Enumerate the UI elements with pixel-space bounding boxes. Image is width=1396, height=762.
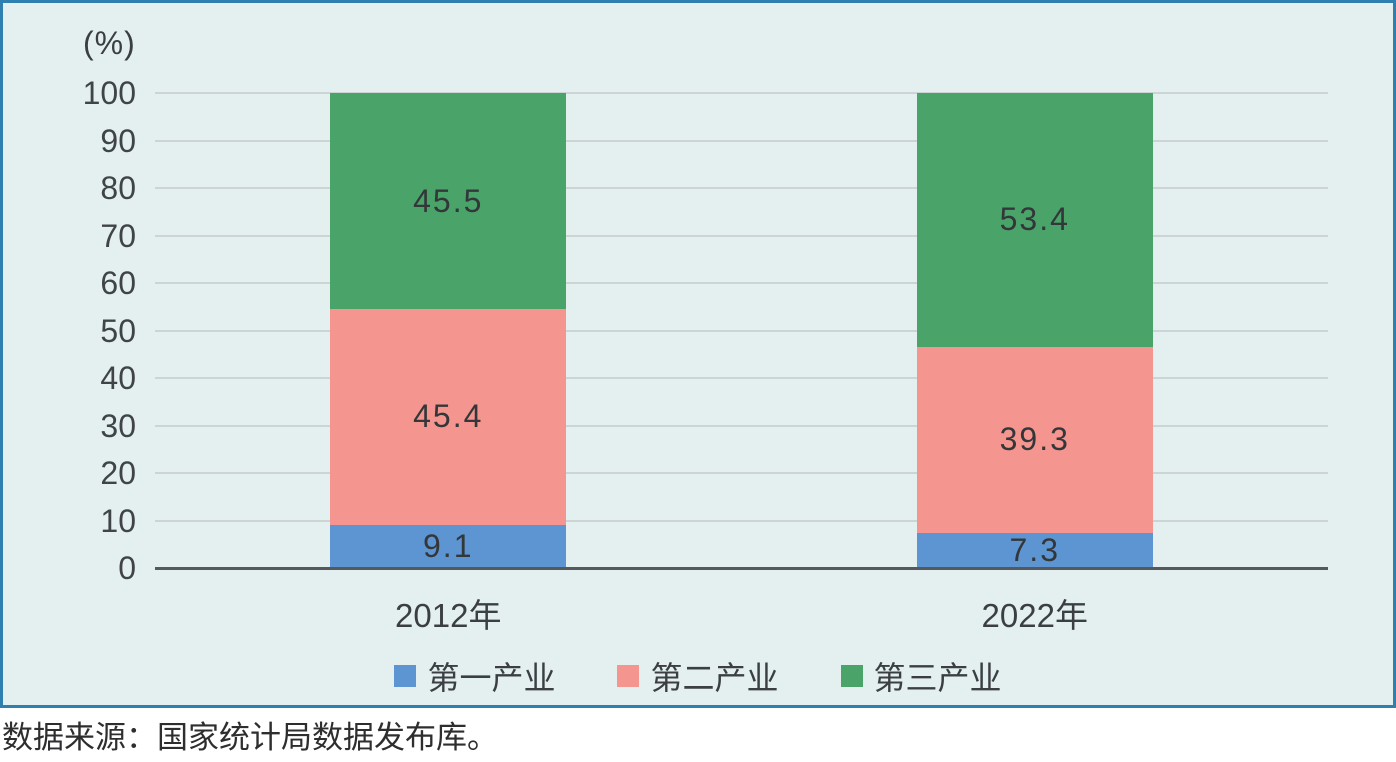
- bar-segment: 39.3: [916, 346, 1153, 534]
- gridline: [155, 519, 1328, 522]
- source-note: 数据来源：国家统计局数据发布库。: [2, 712, 1392, 757]
- legend-label: 第一产业: [427, 660, 556, 696]
- bar-value-label: 9.1: [423, 527, 474, 564]
- y-tick-label: 60: [100, 265, 136, 301]
- y-tick-label: 40: [100, 360, 136, 396]
- legend-item: 第二产业: [617, 653, 779, 699]
- bar-value-label: 39.3: [999, 421, 1070, 458]
- legend-item: 第三产业: [840, 653, 1002, 699]
- gridline: [155, 329, 1328, 332]
- legend-swatch: [394, 665, 417, 687]
- bar-value-label: 45.5: [413, 182, 484, 219]
- legend-swatch: [840, 665, 863, 687]
- y-tick-label: 50: [100, 312, 136, 349]
- bar-value-label: 53.4: [999, 201, 1070, 238]
- legend-label: 第三产业: [873, 660, 1002, 696]
- legend-label: 第二产业: [650, 660, 779, 696]
- x-category-label: 2022年: [981, 597, 1088, 634]
- gridline: [155, 377, 1328, 379]
- y-tick-label: 70: [100, 217, 136, 254]
- bar-value-label: 7.3: [1009, 532, 1060, 569]
- y-tick-label: 80: [100, 170, 136, 206]
- gridline: [155, 92, 1328, 94]
- gridline: [155, 282, 1328, 284]
- legend-swatch: [617, 665, 640, 687]
- y-tick-label: 10: [100, 502, 136, 539]
- bar-value-label: 45.4: [413, 398, 484, 435]
- gridline: [155, 234, 1328, 237]
- y-axis-unit-label: (%): [83, 25, 136, 61]
- gridline: [155, 139, 1328, 142]
- y-tick-label: 90: [100, 122, 136, 159]
- x-category-label: 2012年: [395, 597, 502, 634]
- bar-segment: 53.4: [916, 93, 1153, 347]
- chart-panel: (%) 0 10 20 30 40 50 60 70 80 90 100 9.1 45.4 45.5 7.…: [0, 0, 1396, 708]
- gridline: [155, 424, 1328, 427]
- y-tick-label: 30: [100, 407, 136, 444]
- bar-segment: 45.4: [330, 309, 567, 525]
- legend-item: 第一产业: [394, 653, 555, 699]
- legend: 第一产业 第二产业 第三产业: [3, 653, 1393, 699]
- bar-segment: 9.1: [330, 524, 567, 568]
- x-axis-line: [155, 567, 1328, 570]
- y-tick-label: 100: [82, 75, 136, 111]
- y-tick-label: 0: [118, 550, 136, 586]
- gridline: [155, 472, 1328, 474]
- gridline: [155, 187, 1328, 189]
- y-tick-label: 20: [100, 455, 136, 491]
- bar-segment: 45.5: [330, 93, 567, 310]
- bar-segment: 7.3: [916, 532, 1153, 569]
